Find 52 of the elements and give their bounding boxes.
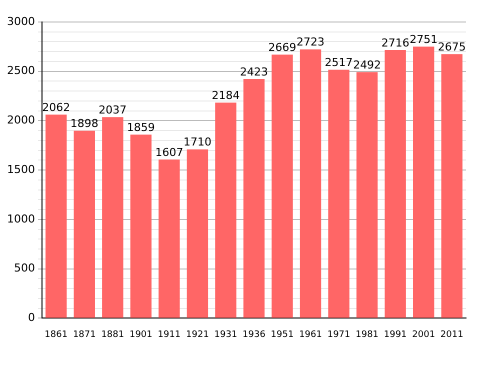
y-tick-label: 500 (14, 262, 35, 275)
data-label: 2037 (98, 103, 127, 116)
y-tick-label: 2500 (6, 64, 35, 78)
x-tick-label: 1936 (242, 330, 266, 340)
data-label: 1859 (126, 121, 155, 134)
data-label: 2492 (353, 58, 382, 72)
x-tick-label: 1961 (299, 330, 322, 340)
x-tick-label: 1981 (356, 330, 379, 340)
x-tick-label: 2001 (412, 330, 436, 340)
bar (215, 102, 236, 318)
x-tick-label: 1901 (129, 330, 152, 340)
bar (300, 49, 322, 318)
data-label: 2517 (324, 56, 353, 70)
x-tick-label: 1971 (327, 330, 350, 340)
x-tick-label: 1871 (72, 330, 96, 340)
bar (384, 50, 406, 318)
x-tick-label: 1881 (101, 330, 124, 340)
data-label: 2716 (381, 36, 410, 50)
data-label: 1607 (155, 146, 184, 159)
bar (243, 78, 265, 318)
data-label: 2423 (240, 65, 268, 78)
x-tick-label: 1931 (214, 330, 238, 340)
bar (272, 54, 293, 318)
data-label: 2675 (438, 40, 466, 54)
data-label: 2669 (268, 41, 296, 54)
bar (158, 160, 180, 318)
y-tick-label: 3000 (6, 14, 35, 28)
bar (186, 149, 208, 318)
bar (130, 134, 152, 318)
y-tick-label: 2000 (6, 114, 35, 127)
x-tick-label: 2011 (440, 330, 464, 340)
data-label: 2062 (42, 100, 70, 114)
data-label: 2751 (410, 32, 438, 46)
bar (441, 54, 462, 318)
x-tick-label: 1911 (158, 330, 181, 340)
x-tick-label: 1921 (186, 330, 209, 340)
y-tick-label: 1000 (6, 212, 35, 226)
bar (102, 117, 124, 318)
data-label: 2184 (212, 88, 240, 102)
bar (328, 70, 350, 318)
y-tick-label: 1500 (6, 162, 35, 176)
bar (74, 130, 95, 318)
bar (356, 72, 378, 318)
bar (413, 46, 434, 318)
bar (46, 114, 67, 318)
x-tick-label: 1991 (384, 330, 407, 340)
data-label: 1898 (70, 117, 98, 130)
x-tick-label: 1861 (44, 330, 68, 340)
data-label: 1710 (183, 136, 212, 149)
data-label: 2723 (296, 36, 325, 49)
x-tick-label: 1951 (270, 330, 294, 340)
y-tick-label: 0 (28, 311, 35, 324)
